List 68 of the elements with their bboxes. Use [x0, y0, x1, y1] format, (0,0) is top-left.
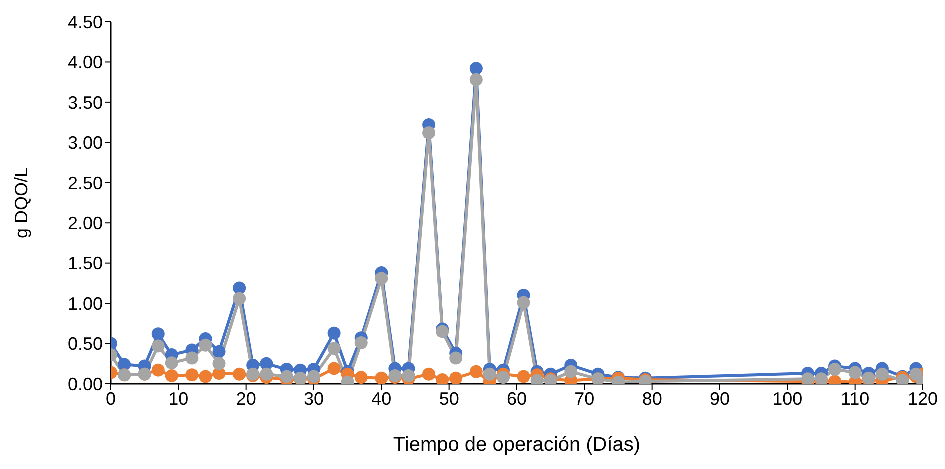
y-tick-label: 0.00: [68, 374, 103, 394]
x-tick-label: 90: [710, 388, 730, 409]
point: [375, 272, 388, 286]
point: [470, 62, 483, 76]
point: [118, 358, 132, 372]
point: [801, 372, 814, 384]
point: [186, 368, 199, 382]
point: [450, 352, 463, 365]
point: [402, 369, 416, 382]
x-tick-label: 100: [772, 388, 803, 409]
point: [308, 370, 320, 384]
y-tick-label: 2.00: [68, 214, 103, 234]
point: [910, 368, 923, 381]
x-tick-label: 50: [439, 388, 460, 409]
y-tick-label: 2.50: [68, 173, 103, 194]
point: [375, 372, 388, 384]
point: [876, 368, 889, 381]
point: [517, 370, 530, 384]
point: [470, 73, 483, 86]
x-tick-label: 120: [908, 388, 938, 409]
x-tick-label: 70: [574, 388, 595, 409]
x-tick-label: 40: [372, 388, 392, 409]
y-tick-label: 0.50: [68, 334, 103, 354]
point: [165, 356, 178, 370]
x-axis-title: Tiempo de operación (Días): [393, 434, 641, 456]
point: [186, 352, 199, 365]
point: [517, 296, 530, 310]
point: [233, 368, 246, 381]
x-tick-label: 80: [642, 388, 662, 409]
point: [212, 345, 226, 358]
y-axis-title: g DQO/L: [11, 167, 32, 239]
point: [828, 363, 842, 376]
point: [165, 369, 178, 382]
x-tick-label: 60: [506, 388, 528, 409]
point: [436, 325, 450, 338]
point: [848, 366, 862, 380]
y-tick-label: 3.50: [68, 92, 103, 113]
point: [212, 357, 226, 370]
point: [328, 342, 341, 356]
point: [483, 368, 496, 381]
point: [280, 370, 294, 384]
x-tick-label: 110: [840, 388, 870, 409]
point: [328, 326, 341, 340]
point: [233, 292, 246, 306]
y-tick-label: 1.00: [68, 294, 103, 314]
point: [564, 365, 578, 378]
point: [422, 126, 436, 140]
y-tick-label: 4.50: [68, 12, 103, 32]
point: [260, 368, 274, 381]
point: [422, 368, 436, 381]
point: [152, 364, 165, 377]
y-tick-label: 4.00: [68, 52, 103, 73]
point: [199, 338, 212, 352]
point: [470, 365, 483, 378]
x-tick-label: 20: [236, 388, 256, 409]
point: [450, 372, 463, 384]
point: [354, 371, 368, 384]
point: [354, 336, 368, 350]
point: [152, 328, 165, 341]
x-tick-label: 0: [106, 388, 116, 409]
y-tick-label: 3.00: [68, 133, 103, 154]
y-tick-label: 1.50: [68, 254, 103, 274]
x-tick-label: 10: [168, 388, 189, 409]
point: [496, 371, 510, 384]
point: [152, 340, 165, 353]
x-tick-label: 30: [304, 388, 324, 409]
point: [199, 370, 212, 384]
point: [328, 362, 341, 376]
